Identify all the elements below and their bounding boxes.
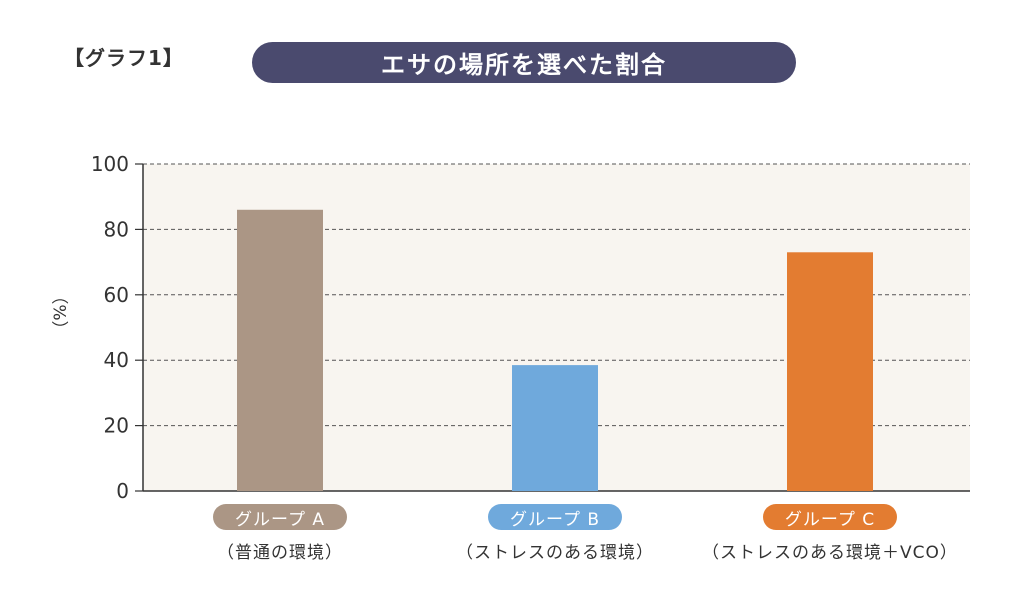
bar [787,252,873,491]
y-tick-label: 100 [91,152,129,176]
category-label: グループ C [763,504,897,530]
category-sublabel: （ストレスのある環境） [456,543,654,563]
bar [237,209,323,491]
category-label: グループ A [213,504,347,530]
y-tick-label: 60 [104,283,129,307]
category-label: グループ B [488,504,622,530]
y-tick-label: 0 [116,479,129,503]
y-tick-label: 20 [104,414,129,438]
y-tick-label: 40 [104,348,129,372]
graph-tag: 【グラフ1】 [64,46,184,70]
y-tick-label: 80 [104,217,129,241]
category-sublabel: （普通の環境） [217,543,343,563]
category-sublabel: （ストレスのある環境＋VCO） [702,543,958,563]
bar [512,365,598,491]
chart-title: エサの場所を選べた割合 [252,42,796,83]
